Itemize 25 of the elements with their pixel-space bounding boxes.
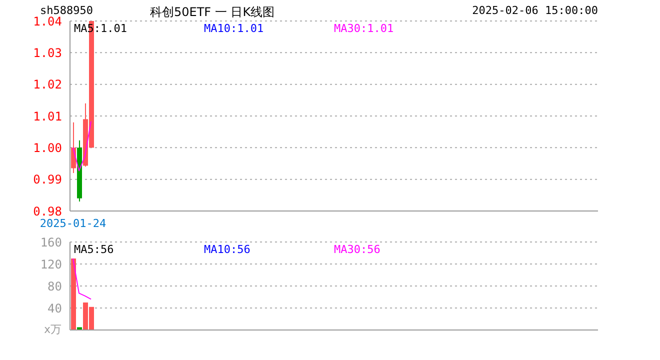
text: MA10:56 — [204, 243, 250, 256]
y-tick-label: 1.04 — [33, 14, 62, 28]
text: 科创50ETF 一 日K线图 — [150, 4, 275, 21]
y-tick-label: 120 — [40, 257, 62, 272]
y-tick-label: 1.00 — [33, 140, 62, 155]
text: MA30:56 — [334, 243, 380, 256]
text: sh588950 — [40, 4, 93, 17]
y-tick-label: 80 — [48, 279, 62, 294]
text: MA30:1.01 — [334, 22, 394, 35]
text: 2025-02-06 15:00:00 — [472, 4, 598, 17]
line-series — [72, 258, 92, 300]
bar — [71, 258, 76, 330]
y-tick-label: 1.03 — [33, 46, 62, 60]
y-tick-label: 0.99 — [33, 172, 62, 187]
text: MA10:1.01 — [204, 22, 264, 35]
y-tick-label: 1.02 — [33, 78, 62, 92]
annotation: MA5:56 — [74, 243, 114, 256]
line-series — [72, 120, 92, 172]
y-tick-label: 1.01 — [33, 109, 62, 124]
candlestick — [71, 122, 76, 174]
y-tick-label: 0.98 — [33, 204, 62, 218]
y-tick-label: 40 — [48, 301, 62, 316]
x-tick-label: 2025-01-24 — [40, 216, 106, 230]
y-tick-label: 160 — [40, 235, 62, 250]
y-axis-title: x万 — [44, 322, 62, 337]
